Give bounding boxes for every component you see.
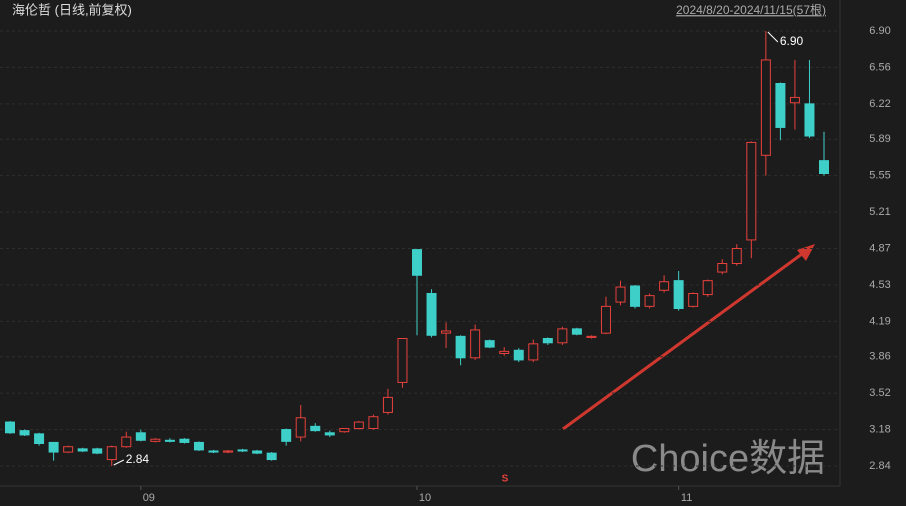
candle-body (339, 427, 350, 433)
trend-arrow (562, 249, 807, 431)
candle-body (775, 83, 786, 128)
candle-body (746, 141, 757, 241)
candle-body (266, 452, 277, 461)
date-range[interactable]: 2024/8/20-2024/11/15(57根) (676, 3, 826, 17)
candle-body (600, 305, 611, 334)
candle-body (659, 281, 670, 291)
candle-body (542, 337, 553, 344)
y-tick-label: 3.18 (869, 423, 890, 435)
candle-body (193, 441, 204, 451)
candle-body (760, 59, 771, 156)
x-tick-label: 11 (681, 492, 692, 504)
candle-body (571, 328, 582, 335)
candle-body (106, 446, 117, 461)
y-tick-label: 4.19 (869, 315, 890, 327)
candle-body (150, 438, 161, 442)
y-tick-label: 6.90 (869, 25, 890, 37)
candle-body (164, 439, 175, 442)
candle-body (121, 436, 132, 448)
candle-body (789, 96, 800, 104)
y-tick-label: 5.55 (869, 170, 890, 182)
candle-body (382, 396, 393, 413)
candle-body (19, 430, 30, 436)
candle-body (92, 448, 103, 454)
candle-body (702, 280, 713, 296)
annotation-pointer (113, 459, 124, 466)
y-tick-label: 3.52 (869, 387, 890, 399)
candle-body (135, 432, 146, 441)
y-tick-label: 6.22 (869, 98, 890, 110)
x-tick-label: 09 (143, 492, 155, 504)
y-tick-label: 5.89 (869, 133, 890, 145)
signal-marker: S (502, 474, 509, 485)
candle-body (688, 292, 699, 307)
candle-body (470, 329, 481, 359)
candle-body (513, 349, 524, 361)
candle-body (48, 441, 59, 453)
candle-body (731, 247, 742, 264)
candle-body (179, 438, 190, 443)
candle-body (223, 450, 234, 453)
candle-body (615, 286, 626, 303)
y-tick-label: 2.84 (869, 460, 890, 472)
candle-body (499, 350, 510, 354)
candle-body (455, 335, 466, 359)
candle-body (441, 330, 452, 334)
candle-body (77, 448, 88, 452)
candle-body (281, 429, 292, 442)
candle-body (673, 280, 684, 309)
candle-body (630, 285, 641, 307)
x-tick-label: 10 (419, 492, 431, 504)
candle-body (412, 249, 422, 276)
candle-body (310, 425, 321, 432)
candle-body (368, 416, 379, 429)
candle-body (397, 337, 408, 383)
annotation: 2.84 (126, 452, 150, 466)
candle-body (644, 295, 655, 307)
candle-body (63, 446, 74, 453)
candle-body (208, 450, 219, 453)
candle-body (717, 262, 728, 273)
y-tick-label: 6.56 (869, 61, 890, 73)
candle-body (252, 450, 263, 454)
y-tick-label: 4.87 (869, 242, 890, 254)
candle-body (586, 335, 597, 338)
candle-body (34, 433, 45, 444)
chart-title: 海伦哲 (日线,前复权) (12, 2, 132, 17)
y-tick-label: 4.53 (869, 279, 890, 291)
watermark: Choice数据 (631, 438, 825, 480)
candle-body (557, 328, 568, 344)
candle-body (804, 103, 815, 137)
candle-body (819, 160, 829, 175)
candle-body (5, 421, 15, 434)
candle-body (528, 343, 539, 361)
annotation-pointer (767, 31, 779, 43)
candle-body (324, 432, 335, 436)
y-tick-label: 5.21 (869, 206, 890, 218)
candle-body (237, 449, 248, 452)
candle-body (426, 292, 437, 336)
y-tick-label: 3.86 (869, 351, 890, 363)
candle-body (484, 340, 495, 348)
candle-body (353, 421, 364, 429)
candle-body (295, 417, 306, 438)
annotation: 6.90 (780, 34, 804, 48)
